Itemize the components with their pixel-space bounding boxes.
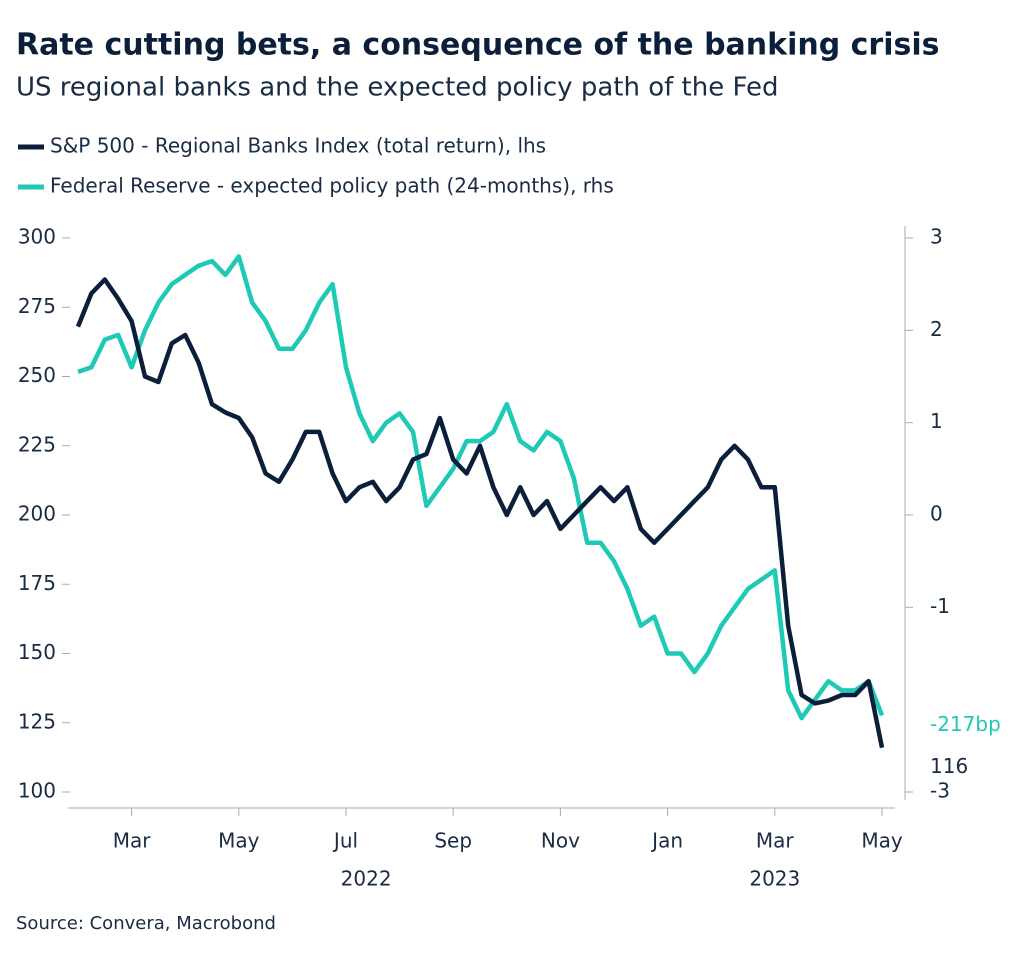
x-year-label: 2022: [341, 867, 392, 891]
x-tick-label: May: [861, 829, 903, 853]
series-line: [75, 277, 885, 749]
source: Source: Convera, Macrobond: [16, 913, 276, 934]
end-label: 116: [930, 754, 968, 778]
x-tick-label: Jul: [332, 829, 358, 853]
x-tick-label: Sep: [434, 829, 472, 853]
x-tick-label: Mar: [756, 829, 795, 853]
y-tick-label: 200: [18, 502, 56, 526]
y2-tick-label: 0: [930, 502, 943, 526]
y-tick-label: 300: [18, 225, 56, 249]
chart-subtitle: US regional banks and the expected polic…: [16, 73, 779, 103]
series-line: [77, 254, 885, 721]
y-tick-label: 275: [18, 294, 56, 318]
x-tick-label: May: [218, 829, 260, 853]
y2-tick-label: 3: [930, 225, 943, 249]
y-tick-label: 175: [18, 571, 56, 595]
x-tick-label: Nov: [541, 829, 580, 853]
legend-label: S&P 500 - Regional Banks Index (total re…: [50, 134, 546, 158]
y-tick-label: 125: [18, 709, 56, 733]
y-tick-label: 250: [18, 363, 56, 387]
y-tick-label: 150: [18, 640, 56, 664]
y2-tick-label: -1: [930, 594, 950, 618]
y-tick-label: 225: [18, 432, 56, 456]
x-tick-label: Jan: [650, 829, 683, 853]
x-tick-label: Mar: [113, 829, 152, 853]
chart-title: Rate cutting bets, a consequence of the …: [16, 28, 940, 63]
end-label: -217bp: [930, 712, 1001, 736]
y-tick-label: 100: [18, 779, 56, 803]
y2-tick-label: 2: [930, 317, 943, 341]
x-year-label: 2023: [749, 867, 800, 891]
legend-label: Federal Reserve - expected policy path (…: [50, 174, 614, 198]
y2-tick-label: 1: [930, 409, 943, 433]
y2-tick-label: -3: [930, 779, 950, 803]
